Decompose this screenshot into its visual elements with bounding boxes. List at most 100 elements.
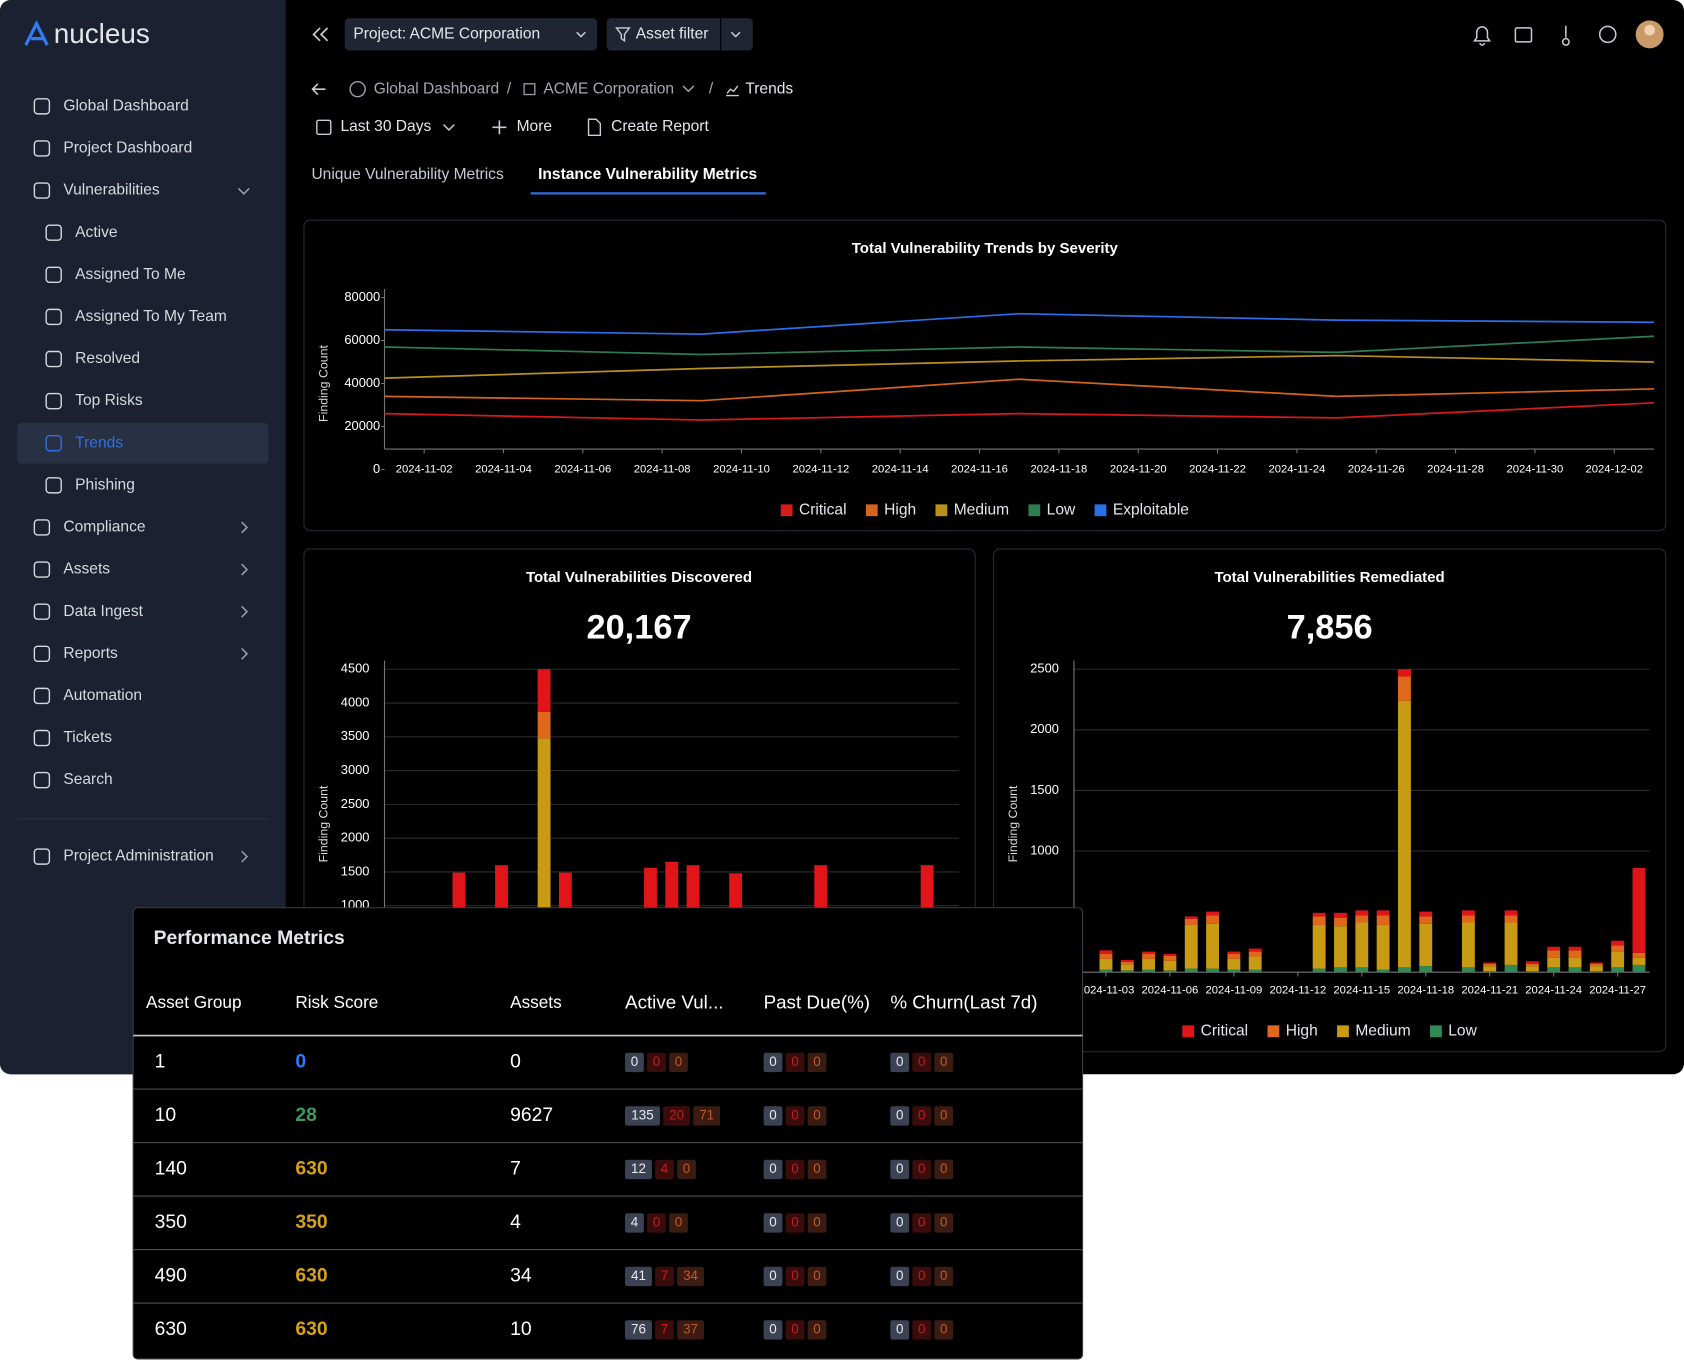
badge-value: 7 — [661, 1321, 668, 1336]
y-axis-label: Finding Count — [1006, 785, 1020, 862]
bar-segment — [1248, 951, 1262, 957]
badge — [807, 1052, 827, 1073]
nav-item[interactable]: Trends — [75, 434, 123, 451]
chevron — [241, 563, 249, 576]
bar-segment — [1206, 968, 1220, 973]
date-range[interactable]: Last 30 Days — [340, 118, 431, 135]
bar-segment — [1419, 923, 1433, 967]
bar-segment — [1163, 960, 1177, 971]
badge — [807, 1159, 827, 1180]
nav-item[interactable]: Compliance — [63, 519, 145, 536]
badge-value: 0 — [896, 1268, 903, 1283]
asset-filter[interactable] — [606, 18, 753, 51]
badge — [625, 1159, 652, 1180]
badge-value: 0 — [791, 1107, 798, 1122]
badge-value: 0 — [918, 1214, 925, 1229]
column-header: Past Due(%) — [764, 991, 870, 1012]
bar-segment — [1206, 923, 1220, 969]
badge-value: 0 — [791, 1321, 798, 1336]
bar-segment — [1334, 967, 1347, 973]
nav-item[interactable]: Assigned To Me — [75, 266, 185, 283]
nav-item[interactable]: Search — [63, 771, 112, 788]
nav-item[interactable]: Resolved — [75, 350, 140, 367]
nav-item[interactable]: Reports — [63, 645, 118, 662]
bar-segment — [1142, 958, 1156, 970]
cell: 9627 — [510, 1105, 553, 1126]
create-report-button[interactable]: Create Report — [611, 118, 709, 135]
y-tick-label: 60000 — [344, 332, 380, 347]
collapse-button[interactable] — [312, 27, 329, 42]
help-icon[interactable] — [1598, 25, 1617, 44]
y-tick-label: 3000 — [341, 762, 370, 777]
bar-segment — [1525, 966, 1539, 971]
badge-value: 12 — [631, 1161, 646, 1176]
badge — [934, 1052, 954, 1073]
chart-title: Total Vulnerabilities Discovered — [526, 569, 752, 586]
badge-value: 0 — [631, 1054, 638, 1069]
nav-icon — [33, 182, 51, 199]
badge-value: 0 — [769, 1268, 776, 1283]
nav-item[interactable]: Tickets — [63, 729, 112, 746]
cell: 10 — [155, 1105, 176, 1126]
bar-segment — [1120, 960, 1134, 962]
risk-score: 28 — [295, 1105, 317, 1126]
risk-score: 0 — [295, 1052, 306, 1073]
badge-value: 76 — [631, 1321, 646, 1336]
badge — [890, 1266, 910, 1287]
project-select-label: Project: ACME Corporation — [353, 25, 540, 42]
bar-segment — [1589, 962, 1603, 964]
badge — [912, 1159, 932, 1180]
x-tick-label: 2024-11-28 — [1427, 463, 1484, 475]
badge — [647, 1213, 666, 1233]
badge-value: 0 — [653, 1214, 660, 1229]
kpi-total: 7,856 — [1287, 609, 1373, 647]
nav-item[interactable]: Project Dashboard — [63, 140, 192, 157]
nav-item[interactable]: Top Risks — [75, 392, 143, 409]
more-button[interactable]: More — [517, 118, 552, 135]
bar-segment — [1568, 950, 1582, 958]
badge-value: 0 — [940, 1321, 947, 1336]
nav-icon — [45, 392, 62, 410]
nav-item[interactable]: Phishing — [75, 476, 135, 493]
bar-segment — [1334, 926, 1347, 968]
bar-segment — [1589, 970, 1603, 973]
chart-clip: Total Vulnerabilities Remediated 7,856 Fin… — [1006, 569, 1650, 1039]
y-axis-label: Finding Count — [317, 785, 331, 862]
nav-icon — [45, 477, 62, 494]
nav-item[interactable]: Global Dashboard — [63, 97, 188, 114]
nav-item[interactable]: Vulnerabilities — [63, 182, 160, 199]
legend-label: Critical — [799, 501, 847, 518]
tab[interactable]: Unique Vulnerability Metrics — [311, 166, 503, 183]
badge — [807, 1106, 827, 1126]
badge-value: 0 — [769, 1107, 776, 1122]
badge — [934, 1266, 954, 1287]
globe-icon — [349, 80, 366, 98]
nav-item[interactable]: Project Administration — [63, 848, 213, 865]
bar-segment — [1632, 867, 1646, 953]
badge-value: 0 — [918, 1054, 925, 1069]
tab[interactable]: Instance Vulnerability Metrics — [538, 166, 757, 183]
cell: 350 — [155, 1212, 187, 1233]
nav-item[interactable]: Assigned To My Team — [75, 308, 227, 325]
asset-filter-label: Asset filter — [636, 25, 709, 42]
bar-segment — [1355, 922, 1369, 968]
project-select[interactable] — [344, 18, 598, 51]
breadcrumb-item[interactable]: ACME Corporation — [543, 80, 674, 97]
cell: 34 — [510, 1266, 532, 1287]
badge — [912, 1266, 932, 1287]
nav-item[interactable]: Assets — [63, 561, 110, 578]
nav-item[interactable]: Active — [75, 224, 117, 241]
badge — [912, 1320, 932, 1340]
status-icon[interactable] — [1561, 25, 1570, 46]
back-button[interactable] — [311, 83, 326, 96]
nav-item[interactable]: Data Ingest — [63, 603, 143, 620]
tasks-icon[interactable] — [1514, 27, 1533, 43]
badge — [912, 1213, 932, 1233]
bar-segment — [1376, 915, 1390, 925]
breadcrumb-item[interactable]: Global Dashboard — [374, 80, 499, 97]
kpi-total: 20,167 — [586, 609, 691, 647]
nav-item[interactable]: Automation — [63, 687, 142, 704]
badge — [934, 1159, 954, 1180]
bar-segment — [1248, 948, 1262, 952]
notifications-icon[interactable] — [1473, 26, 1492, 46]
